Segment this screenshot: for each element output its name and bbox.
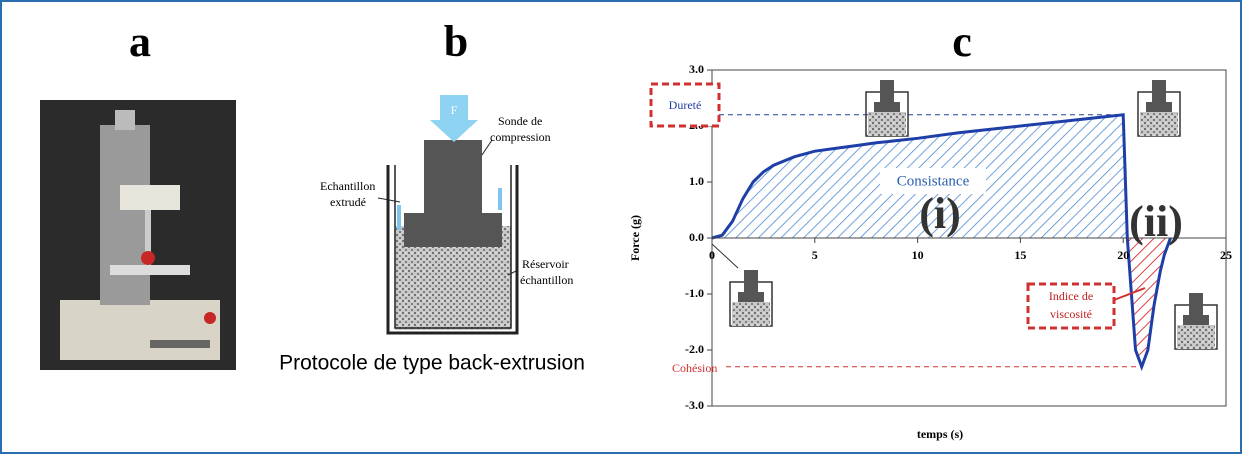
- x-tick-label: 25: [1220, 248, 1232, 262]
- y-tick-label: 0.0: [689, 230, 704, 244]
- reservoir-label: Réservoir: [522, 257, 569, 271]
- extruded-label: Echantillon: [320, 179, 375, 193]
- back-extrusion-diagram: [377, 95, 519, 335]
- label-bg: [880, 168, 986, 194]
- x-tick-label: 5: [812, 248, 818, 262]
- y-axis-label: Force (g): [628, 215, 642, 261]
- x-tick-label: 20: [1117, 248, 1129, 262]
- annotation-box: [1026, 282, 1116, 330]
- x-tick-label: 0: [709, 248, 715, 262]
- panel-label: c: [952, 17, 972, 66]
- panel-label: b: [444, 17, 468, 66]
- y-tick-label: 1.0: [689, 174, 704, 188]
- y-tick-label: -1.0: [685, 286, 704, 300]
- region-label: (i): [919, 189, 961, 238]
- reservoir-label: échantillon: [520, 273, 573, 287]
- pointer: [1113, 287, 1146, 301]
- probe-label: compression: [490, 130, 551, 144]
- y-tick-label: 3.0: [689, 62, 704, 76]
- pointer: [711, 243, 739, 269]
- annotation-box: [649, 82, 721, 128]
- cohesion-label: Cohésion: [672, 361, 717, 375]
- y-tick-label: -2.0: [685, 342, 704, 356]
- extruded-label: extrudé: [330, 195, 366, 209]
- caption: Protocole de type back-extrusion: [279, 352, 585, 375]
- consistency-label: Consistance: [897, 173, 970, 189]
- x-tick-label: 10: [912, 248, 924, 262]
- viscosity-label: Indice de: [1049, 289, 1093, 303]
- line: [711, 113, 1172, 372]
- panel-label: a: [129, 17, 151, 66]
- viscosity-label: viscosité: [1050, 307, 1092, 321]
- area-positive: [712, 114, 1171, 238]
- region-label: (ii): [1129, 197, 1183, 246]
- x-tick-label: 15: [1014, 248, 1026, 262]
- hardness-label: Dureté: [669, 98, 702, 112]
- x-axis-label: temps (s): [917, 427, 963, 441]
- probe-label: Sonde de: [498, 114, 542, 128]
- force-label: F: [451, 103, 458, 117]
- y-tick-label: -3.0: [685, 398, 704, 412]
- instrument-photo: [40, 100, 236, 370]
